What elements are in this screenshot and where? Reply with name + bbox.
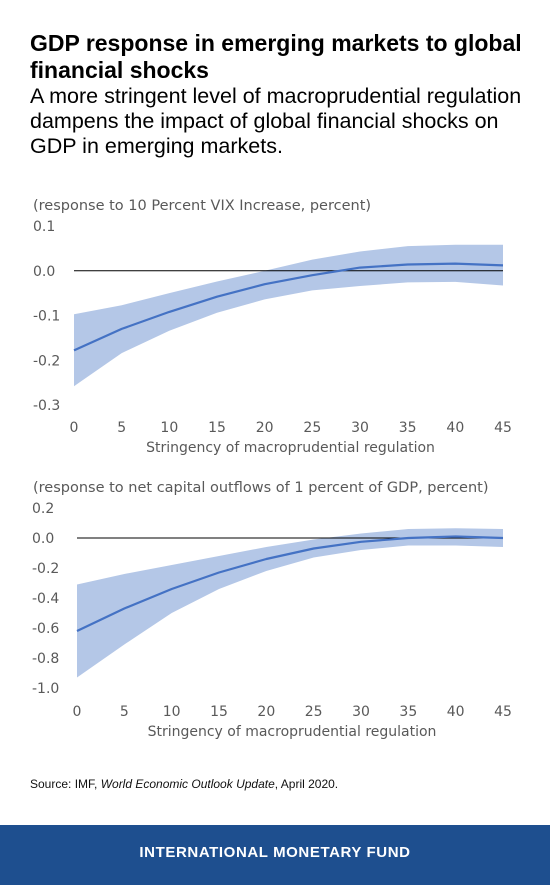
source-prefix: Source: IMF, bbox=[30, 777, 101, 791]
x-tick-label: 25 bbox=[303, 420, 321, 436]
y-tick-label: -0.6 bbox=[32, 621, 59, 637]
confidence-band bbox=[74, 244, 503, 387]
y-tick-label: 0.2 bbox=[32, 501, 54, 517]
estimate-line bbox=[73, 262, 504, 352]
y-tick-label: 0.1 bbox=[33, 219, 55, 235]
y-tick-label: -1.0 bbox=[32, 681, 59, 697]
y-tick-label: -0.4 bbox=[32, 591, 59, 607]
y-tick-label: 0.0 bbox=[32, 531, 54, 547]
source-publication: World Economic Outlook Update bbox=[100, 777, 275, 791]
x-tick-label: 5 bbox=[120, 704, 129, 720]
x-tick-label: 35 bbox=[399, 420, 417, 436]
y-tick-label: -0.2 bbox=[33, 353, 60, 369]
x-tick-label: 10 bbox=[163, 704, 181, 720]
x-tick-label: 30 bbox=[352, 704, 370, 720]
x-tick-label: 10 bbox=[160, 420, 178, 436]
footer-label: INTERNATIONAL MONETARY FUND bbox=[139, 844, 411, 861]
estimate-line bbox=[76, 535, 504, 632]
chart-subtitle: A more stringent level of macroprudentia… bbox=[30, 84, 522, 158]
plot-title: (response to net capital outflows of 1 p… bbox=[33, 480, 488, 496]
x-tick-label: 0 bbox=[70, 420, 79, 436]
chart-title: GDP response in emerging markets to glob… bbox=[30, 30, 522, 83]
source-suffix: , April 2020. bbox=[274, 777, 339, 791]
x-tick-label: 0 bbox=[73, 704, 82, 720]
x-tick-label: 20 bbox=[256, 420, 274, 436]
confidence-band bbox=[77, 528, 503, 678]
x-axis-title: Stringency of macroprudential regulation bbox=[148, 724, 437, 740]
imf-footer-banner: INTERNATIONAL MONETARY FUND bbox=[0, 825, 550, 885]
x-tick-label: 5 bbox=[117, 420, 126, 436]
x-tick-label: 25 bbox=[305, 704, 323, 720]
vix-response-chart: (response to 10 Percent VIX Increase, pe… bbox=[33, 198, 512, 456]
y-tick-label: -0.1 bbox=[33, 309, 60, 325]
x-axis-title: Stringency of macroprudential regulation bbox=[146, 440, 435, 456]
y-tick-label: -0.3 bbox=[33, 398, 60, 414]
x-tick-label: 45 bbox=[494, 704, 512, 720]
x-tick-label: 40 bbox=[446, 420, 464, 436]
source-note: Source: IMF, World Economic Outlook Upda… bbox=[30, 777, 338, 791]
x-tick-label: 15 bbox=[208, 420, 226, 436]
plot-title: (response to 10 Percent VIX Increase, pe… bbox=[33, 198, 371, 214]
y-tick-label: -0.2 bbox=[32, 561, 59, 577]
capital-outflow-response-chart: (response to net capital outflows of 1 p… bbox=[32, 480, 512, 740]
x-tick-label: 45 bbox=[494, 420, 512, 436]
x-tick-label: 15 bbox=[210, 704, 228, 720]
x-tick-label: 20 bbox=[257, 704, 275, 720]
x-tick-label: 30 bbox=[351, 420, 369, 436]
y-tick-label: 0.0 bbox=[33, 264, 55, 280]
x-tick-label: 35 bbox=[399, 704, 417, 720]
x-tick-label: 40 bbox=[447, 704, 465, 720]
y-tick-label: -0.8 bbox=[32, 651, 59, 667]
